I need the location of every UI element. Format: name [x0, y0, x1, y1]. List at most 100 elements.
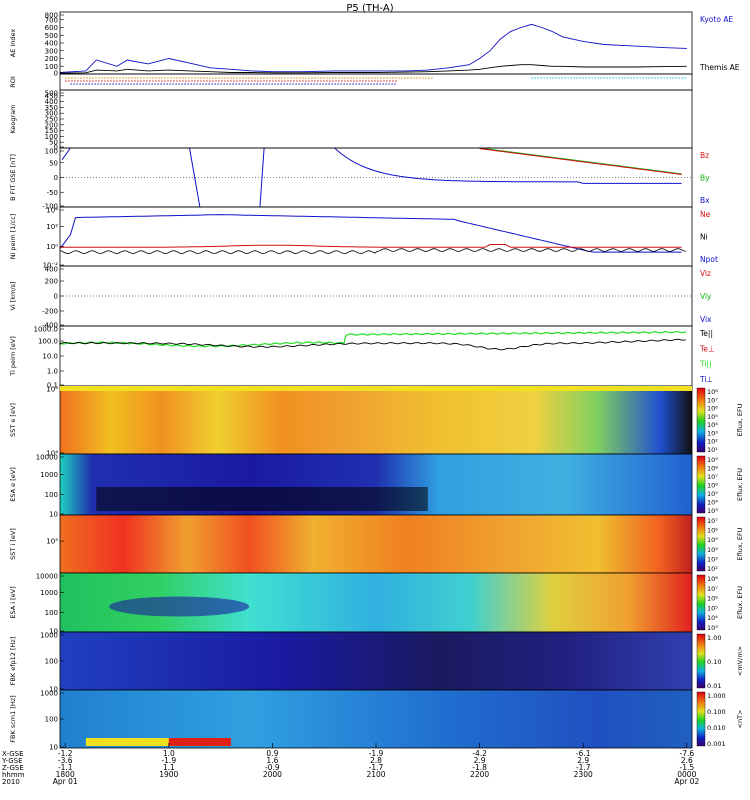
ylabel-temperature: Ti peim [eV]: [9, 336, 17, 377]
xaxis-row-label: Y-GSE: [1, 757, 23, 765]
ytick-label: 200: [45, 55, 58, 63]
ytick-label: 300: [45, 47, 58, 55]
legend-by: By: [700, 174, 710, 183]
colorbar-tick: 10⁸: [707, 465, 718, 473]
colorbar-tick: 10³: [707, 507, 718, 515]
xtick-label: 0000: [677, 770, 696, 779]
colorbar-tick: 10⁷: [707, 517, 718, 525]
ytick-label: 250: [45, 116, 58, 124]
ytick-label: 600: [45, 24, 58, 32]
ytick-label: 10000: [36, 573, 58, 581]
colorbar-tick: 10⁴: [707, 421, 718, 429]
ytick-label: 100: [45, 716, 58, 724]
ytick-label: 200: [45, 278, 58, 286]
ytick-label: 100: [45, 133, 58, 141]
colorbar-sst_e: [696, 387, 706, 453]
colorbar-sst_i: [696, 516, 706, 572]
date-label-end: Apr 02: [674, 777, 699, 786]
ytick-label: 700: [45, 16, 58, 24]
colorbar-label-esa_i: Eflux, EFU: [736, 586, 744, 619]
ytick-label: 10²: [46, 223, 58, 231]
colorbar-tick: 10⁶: [707, 405, 718, 413]
legend-viz: Viz: [700, 269, 711, 278]
colorbar-tick: 0.001: [707, 740, 726, 748]
ytick-label: 200: [45, 121, 58, 129]
xgse-value: -6.1: [576, 749, 591, 758]
xaxis-row-label: X-GSE: [2, 750, 24, 758]
legend-kyoto-ae: Kyoto AE: [700, 15, 733, 24]
legend-themis-ae: Themis AE: [699, 63, 740, 72]
ytick-label: 1000: [40, 632, 58, 640]
colorbar-label-sst_i: Eflux, EFU: [736, 527, 744, 560]
panel-frame-keogram: [59, 89, 693, 149]
ylabel-bfit: B FIT GSE [nT]: [9, 154, 17, 201]
colorbar-tick: 10⁵: [707, 536, 718, 544]
ytick-label: 100: [45, 63, 58, 71]
ygse-value: 1.6: [266, 756, 278, 765]
zgse-value: -1.5: [679, 763, 694, 772]
xgse-value: -7.6: [679, 749, 694, 758]
heatmap-sst_i: [60, 515, 692, 573]
xtick-label: 2200: [470, 770, 489, 779]
colorbar-tick: 10⁸: [707, 575, 718, 583]
ylabel-fbk_e: FBK efp12 [Hz]: [9, 637, 17, 686]
panel-frame-roi: [59, 73, 693, 91]
xtick-label: 2000: [263, 770, 282, 779]
ytick-label: 10.0: [42, 353, 58, 361]
colorbar-tick: 10⁹: [707, 456, 718, 464]
ylabel-fbk_b: FBK scm1 [Hz]: [9, 695, 17, 742]
ylabel-density: Ni peim [1/cc]: [9, 214, 17, 260]
ytick-label: -400: [42, 322, 58, 330]
ytick-label: 10⁵: [46, 538, 58, 546]
ytick-label: 50: [49, 159, 58, 167]
ytick-label: 300: [45, 110, 58, 118]
xgse-value: 0.9: [266, 749, 278, 758]
ytick-label: 150: [45, 127, 58, 135]
ytick-label: 1000: [40, 690, 58, 698]
zgse-value: -1.1: [58, 763, 73, 772]
ylabel-roi: ROI: [9, 76, 17, 88]
ytick-label: 10⁴: [46, 207, 58, 215]
zgse-value: -0.9: [265, 763, 280, 772]
legend-te-: Te⊥: [699, 344, 714, 353]
series-line-kyoto-ae: [59, 23, 687, 73]
xgse-value: -1.2: [58, 749, 73, 758]
ygse-value: 2.6: [681, 756, 693, 765]
ytick-label: -100: [42, 203, 58, 211]
ytick-label: 10000: [36, 454, 58, 462]
ytick-label: 1.0: [47, 368, 58, 376]
ylabel-ae: AE Index: [9, 29, 17, 58]
legend-bz: Bz: [700, 151, 709, 160]
colorbar-esa_i: [696, 574, 706, 631]
ytick-label: 0: [54, 293, 58, 301]
bz-line: [479, 148, 682, 175]
ylabel-sst_e: SST e [eV]: [9, 403, 17, 437]
colorbar-label-fbk_b: <nT>: [736, 710, 744, 729]
ne-line: [59, 244, 682, 248]
colorbar-tick: 0.010: [707, 724, 726, 732]
panel-frame-ae: [59, 11, 693, 75]
ygse-value: 2.9: [577, 756, 589, 765]
legend-bx: Bx: [700, 196, 710, 205]
bx-segment-2: [189, 147, 201, 208]
colorbar-tick: 10²: [707, 438, 718, 446]
zgse-value: -1.7: [369, 763, 384, 772]
ytick-label: 100: [45, 491, 58, 499]
legend-ne: Ne: [700, 210, 711, 219]
esa-i-dark-band: [109, 596, 250, 617]
colorbar-tick: 1.00: [707, 634, 721, 642]
ytick-label: 10⁻²: [43, 262, 59, 270]
legend-ni: Ni: [700, 233, 708, 242]
colorbar-tick: 1.000: [707, 692, 726, 700]
xgse-value: 1.0: [163, 749, 175, 758]
colorbar-tick: 10¹: [707, 446, 718, 454]
ytick-label: 10: [49, 511, 58, 519]
xaxis-row-label: 2010: [2, 778, 20, 786]
ytick-label: 500: [45, 90, 58, 98]
colorbar-tick: 10⁷: [707, 585, 718, 593]
colorbar-tick: 10⁸: [707, 388, 718, 396]
ytick-label: 10⁴: [46, 450, 58, 458]
colorbar-fbk_e: [696, 633, 706, 689]
date-label-start: Apr 01: [53, 777, 78, 786]
